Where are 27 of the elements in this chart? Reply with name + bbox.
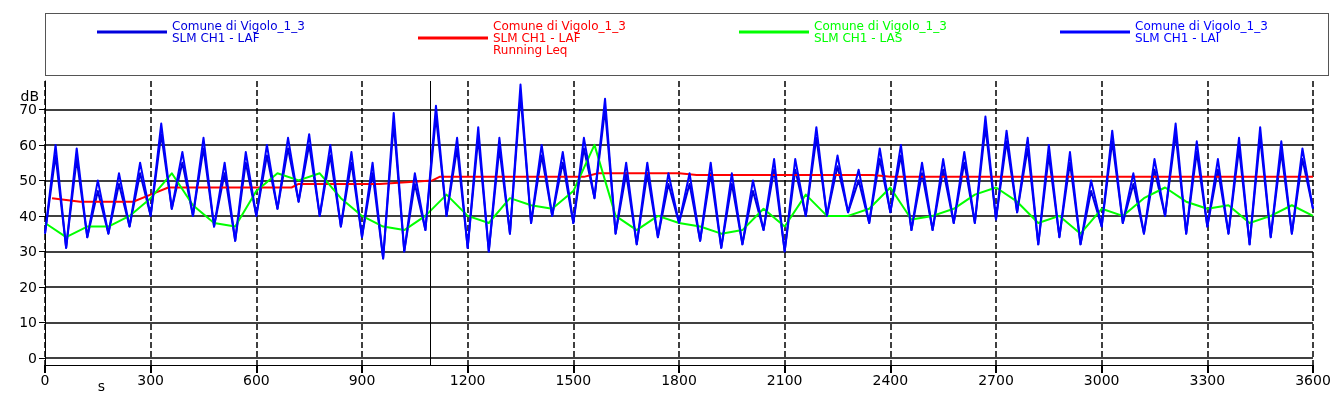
x-tick-label: 2100 — [766, 372, 803, 388]
x-tick-label: 1200 — [449, 372, 486, 388]
x-axis-title: s — [97, 378, 105, 394]
y-tick-label: 0 — [28, 349, 37, 366]
x-tick-label: 2700 — [978, 372, 1014, 388]
x-tick-label: 900 — [348, 372, 376, 388]
text: Comune di Vigolo_1_3 SLM CH1 - LAS — [814, 19, 947, 45]
y-tick-label: 10 — [19, 314, 37, 331]
text: Comune di Vigolo_1_3 SLM CH1 - LAI — [1135, 19, 1268, 45]
x-tick-label: 3600 — [1295, 372, 1331, 388]
y-tick-label: 70 — [19, 101, 37, 118]
x-tick-label: 3300 — [1189, 372, 1226, 388]
y-tick-label: 20 — [19, 278, 37, 295]
y-tick-label: 50 — [19, 172, 37, 189]
y-axis-title: dB — [20, 87, 39, 104]
text: Comune di Vigolo_1_3 SLM CH1 - LAF Running Leq — [493, 19, 626, 57]
y-tick-label: 40 — [19, 207, 37, 224]
y-tick-label: 30 — [19, 243, 37, 260]
x-tick-label: 2400 — [872, 372, 909, 388]
x-tick-label: 0 — [40, 372, 50, 388]
y-tick-label: 60 — [19, 136, 37, 153]
text: Comune di Vigolo_1_3 SLM CH1 - LAF — [172, 19, 305, 45]
x-tick-label: 1800 — [661, 372, 697, 388]
x-tick-label: 300 — [137, 372, 165, 388]
x-tick-label: 600 — [242, 372, 270, 388]
x-tick-label: 3000 — [1083, 372, 1120, 388]
x-tick-label: 1500 — [555, 372, 592, 388]
